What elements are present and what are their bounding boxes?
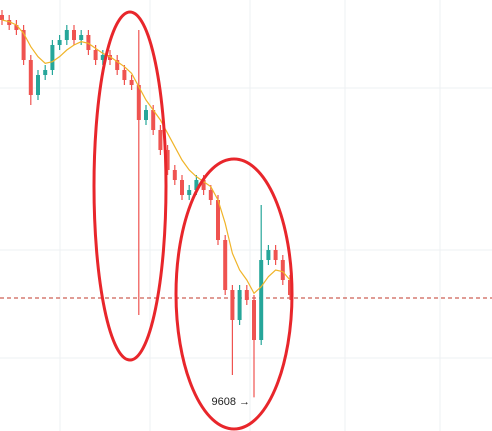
candle-body bbox=[50, 45, 55, 70]
candle-body bbox=[237, 290, 242, 320]
highlight-ellipse bbox=[92, 10, 168, 362]
candle-body bbox=[64, 30, 69, 40]
candle-body bbox=[244, 290, 249, 300]
candle-body bbox=[201, 180, 206, 190]
candle-body bbox=[223, 240, 228, 290]
moving-average bbox=[1, 19, 291, 295]
candle-body bbox=[57, 40, 62, 45]
candle-body bbox=[21, 30, 26, 60]
plot: 9608 → bbox=[0, 10, 492, 408]
candle-body bbox=[266, 250, 271, 260]
candle-body bbox=[43, 70, 48, 75]
candle-body bbox=[230, 290, 235, 320]
candle-body bbox=[144, 110, 148, 120]
candle-body bbox=[14, 25, 19, 30]
candle-body bbox=[115, 60, 120, 70]
candle-body bbox=[100, 55, 105, 60]
candle-body bbox=[0, 15, 4, 20]
candle-body bbox=[7, 20, 12, 25]
candle-body bbox=[172, 170, 177, 180]
candle-body bbox=[79, 35, 84, 40]
candle-body bbox=[28, 60, 33, 95]
candle-body bbox=[122, 70, 127, 80]
candle-body bbox=[129, 80, 134, 85]
candle-body bbox=[158, 130, 163, 150]
low-annotation: 9608 → bbox=[211, 396, 250, 408]
candle-body bbox=[187, 190, 192, 195]
candle-body bbox=[136, 85, 141, 120]
candle-body bbox=[288, 280, 292, 295]
candle-body bbox=[72, 30, 76, 40]
candle-body bbox=[165, 150, 170, 170]
candle-body bbox=[273, 250, 278, 260]
candle-body bbox=[86, 35, 91, 50]
candle-body bbox=[280, 260, 285, 280]
highlight-ellipse bbox=[174, 157, 294, 431]
candle-body bbox=[93, 50, 98, 60]
candle-body bbox=[180, 180, 184, 195]
candle-body bbox=[208, 190, 213, 200]
candle-body bbox=[259, 260, 264, 340]
candle-body bbox=[36, 75, 40, 95]
candle-body bbox=[151, 110, 156, 130]
candle-body bbox=[216, 200, 220, 240]
candle-body bbox=[108, 55, 112, 60]
candle-body bbox=[252, 300, 256, 340]
candle-body bbox=[194, 180, 199, 190]
